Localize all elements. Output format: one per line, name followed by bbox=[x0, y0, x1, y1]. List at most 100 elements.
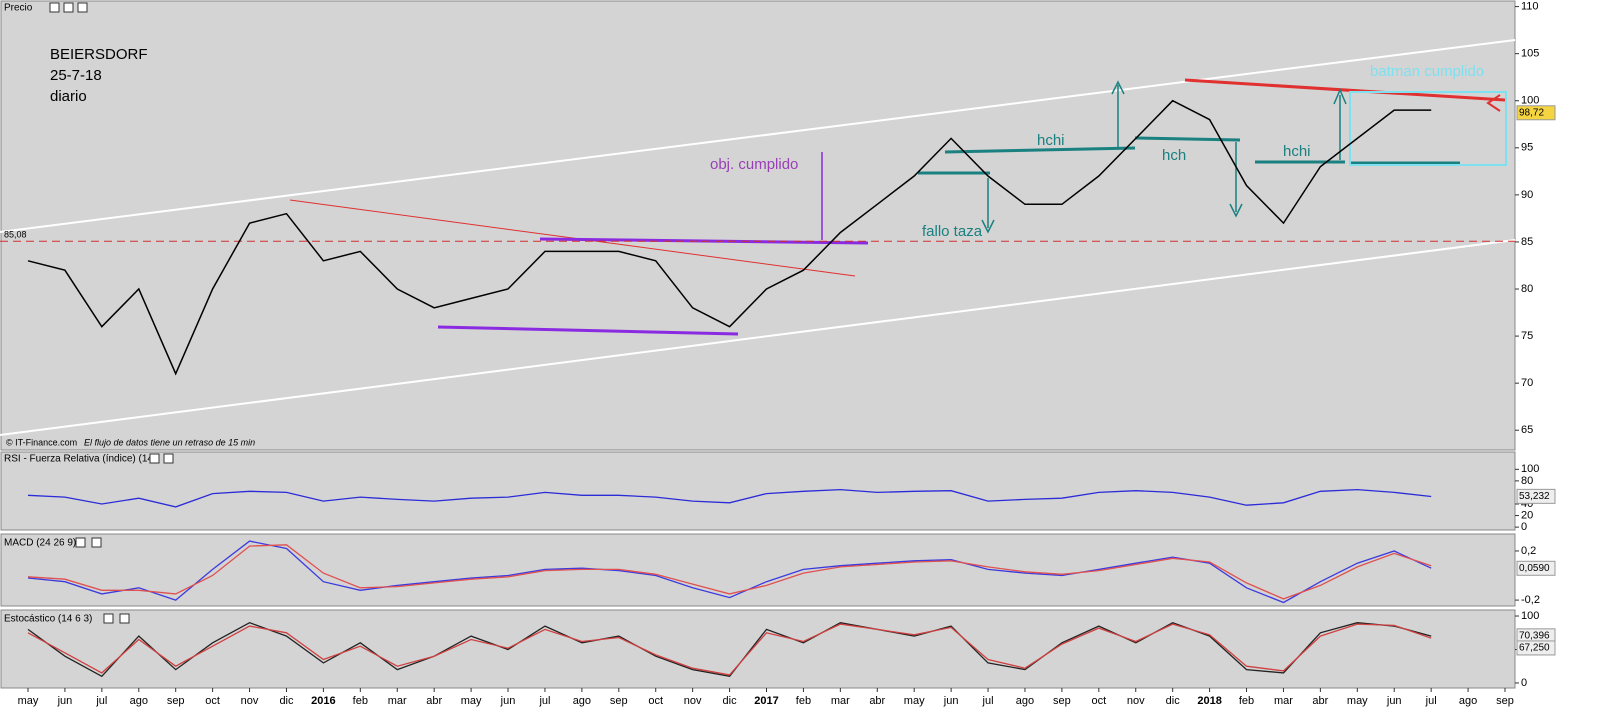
x-tick-label: dic bbox=[723, 695, 738, 707]
x-tick-label: may bbox=[904, 695, 925, 707]
drawings bbox=[0, 39, 1516, 436]
y-tick-label: 70 bbox=[1521, 377, 1533, 389]
panel-title: Estocástico (14 6 3) bbox=[4, 614, 92, 625]
x-tick-label: mar bbox=[1274, 695, 1293, 707]
x-tick-label: jul bbox=[982, 695, 994, 707]
close-icon[interactable] bbox=[91, 537, 102, 548]
x-tick-label: abr bbox=[869, 695, 885, 707]
series-line bbox=[27, 99, 1432, 376]
neckline bbox=[1134, 136, 1241, 142]
x-tick-label: jul bbox=[1425, 695, 1437, 707]
stoch-panel bbox=[0, 609, 1516, 689]
macd-panel bbox=[0, 533, 1516, 607]
x-tick-label: may bbox=[461, 695, 482, 707]
last-value-label: 67,250 bbox=[1519, 643, 1550, 654]
x-tick-label: nov bbox=[241, 695, 259, 707]
resistance bbox=[1184, 78, 1506, 102]
x-tick-label: ago bbox=[1459, 695, 1477, 707]
y-tick-label: 100 bbox=[1521, 610, 1539, 622]
x-tick-label: ago bbox=[1016, 695, 1034, 707]
window-icon[interactable] bbox=[163, 453, 174, 464]
x-tick-label: jun bbox=[1386, 695, 1402, 707]
y-tick-label: 20 bbox=[1521, 509, 1533, 521]
settings-icon[interactable] bbox=[49, 2, 60, 13]
y-tick-label: 65 bbox=[1521, 424, 1533, 436]
x-tick-label: abr bbox=[426, 695, 442, 707]
close-icon[interactable] bbox=[77, 2, 88, 13]
y-tick-label: 100 bbox=[1521, 463, 1539, 475]
x-tick-label: sep bbox=[610, 695, 628, 707]
x-tick-label: may bbox=[1347, 695, 1368, 707]
x-tick-label: feb bbox=[1239, 695, 1254, 707]
annotation: hch bbox=[1162, 147, 1186, 164]
reference-label: 85,08 bbox=[4, 230, 27, 240]
pattern-arrows bbox=[981, 80, 1347, 234]
x-tick-label: dic bbox=[1166, 695, 1181, 707]
x-tick-label: ago bbox=[130, 695, 148, 707]
x-tick-label: feb bbox=[796, 695, 811, 707]
y-tick-label: 80 bbox=[1521, 283, 1533, 295]
price-panel bbox=[0, 0, 1516, 451]
y-tick-label: 85 bbox=[1521, 236, 1533, 248]
x-tick-label: jun bbox=[57, 695, 73, 707]
y-tick-label: 0 bbox=[1521, 521, 1527, 533]
window-icon[interactable] bbox=[63, 2, 74, 13]
window-icon[interactable] bbox=[103, 613, 114, 624]
data-delay-note: El flujo de datos tiene un retraso de 15… bbox=[84, 437, 255, 447]
last-value-label: 98,72 bbox=[1519, 107, 1544, 118]
last-value-label: 70,396 bbox=[1519, 630, 1550, 641]
last-value-box bbox=[1516, 105, 1556, 121]
last-value-label: 0,0590 bbox=[1519, 563, 1550, 574]
x-tick-label: sep bbox=[167, 695, 185, 707]
x-tick-label: nov bbox=[1127, 695, 1145, 707]
x-tick-label: sep bbox=[1053, 695, 1071, 707]
x-tick-label: dic bbox=[279, 695, 294, 707]
annotation: BEIERSDORF bbox=[50, 46, 148, 63]
series-line bbox=[27, 544, 1432, 600]
x-tick-label: 2016 bbox=[311, 695, 335, 707]
y-tick-label: 105 bbox=[1521, 48, 1539, 60]
x-tick-label: may bbox=[18, 695, 39, 707]
x-tick-label: oct bbox=[205, 695, 220, 707]
y-tick-label: 100 bbox=[1521, 95, 1539, 107]
channel-bottom bbox=[0, 239, 1516, 436]
x-tick-label: sep bbox=[1496, 695, 1514, 707]
y-tick-label: 110 bbox=[1521, 0, 1539, 12]
close-icon[interactable] bbox=[119, 613, 130, 624]
x-tick-label: jun bbox=[943, 695, 959, 707]
x-tick-label: ago bbox=[573, 695, 591, 707]
x-tick-label: jun bbox=[500, 695, 516, 707]
rsi-panel bbox=[0, 451, 1516, 531]
x-tick-label: abr bbox=[1312, 695, 1328, 707]
batman-box bbox=[1349, 91, 1507, 166]
x-tick-label: nov bbox=[684, 695, 702, 707]
x-tick-label: oct bbox=[1091, 695, 1106, 707]
y-tick-label: 0,2 bbox=[1521, 545, 1536, 557]
x-tick-label: 2018 bbox=[1197, 695, 1221, 707]
y-tick-label: -0,2 bbox=[1521, 594, 1540, 606]
y-tick-label: 0 bbox=[1521, 677, 1527, 689]
annotation: fallo taza bbox=[922, 223, 983, 240]
panel-title: Precio bbox=[4, 3, 33, 14]
last-value-label: 53,232 bbox=[1519, 491, 1550, 502]
settings-icon[interactable] bbox=[149, 453, 160, 464]
panel-title: MACD (24 26 9) bbox=[4, 538, 76, 549]
annotation: batman cumplido bbox=[1370, 63, 1484, 80]
panel-icons[interactable] bbox=[49, 2, 174, 624]
series-line bbox=[27, 623, 1432, 676]
y-tick-label: 75 bbox=[1521, 330, 1533, 342]
series-line bbox=[27, 488, 1432, 508]
x-tick-label: mar bbox=[388, 695, 407, 707]
x-tick-label: jul bbox=[538, 695, 550, 707]
last-value-box bbox=[1516, 488, 1556, 504]
last-value-box bbox=[1516, 560, 1556, 576]
y-tick-label: 95 bbox=[1521, 142, 1533, 154]
annotation: obj. cumplido bbox=[710, 156, 798, 173]
window-icon[interactable] bbox=[75, 537, 86, 548]
annotation: diario bbox=[50, 88, 87, 105]
annotation: hchi bbox=[1283, 143, 1311, 160]
y-tick-label: 80 bbox=[1521, 475, 1533, 487]
range-bottom bbox=[437, 325, 739, 336]
